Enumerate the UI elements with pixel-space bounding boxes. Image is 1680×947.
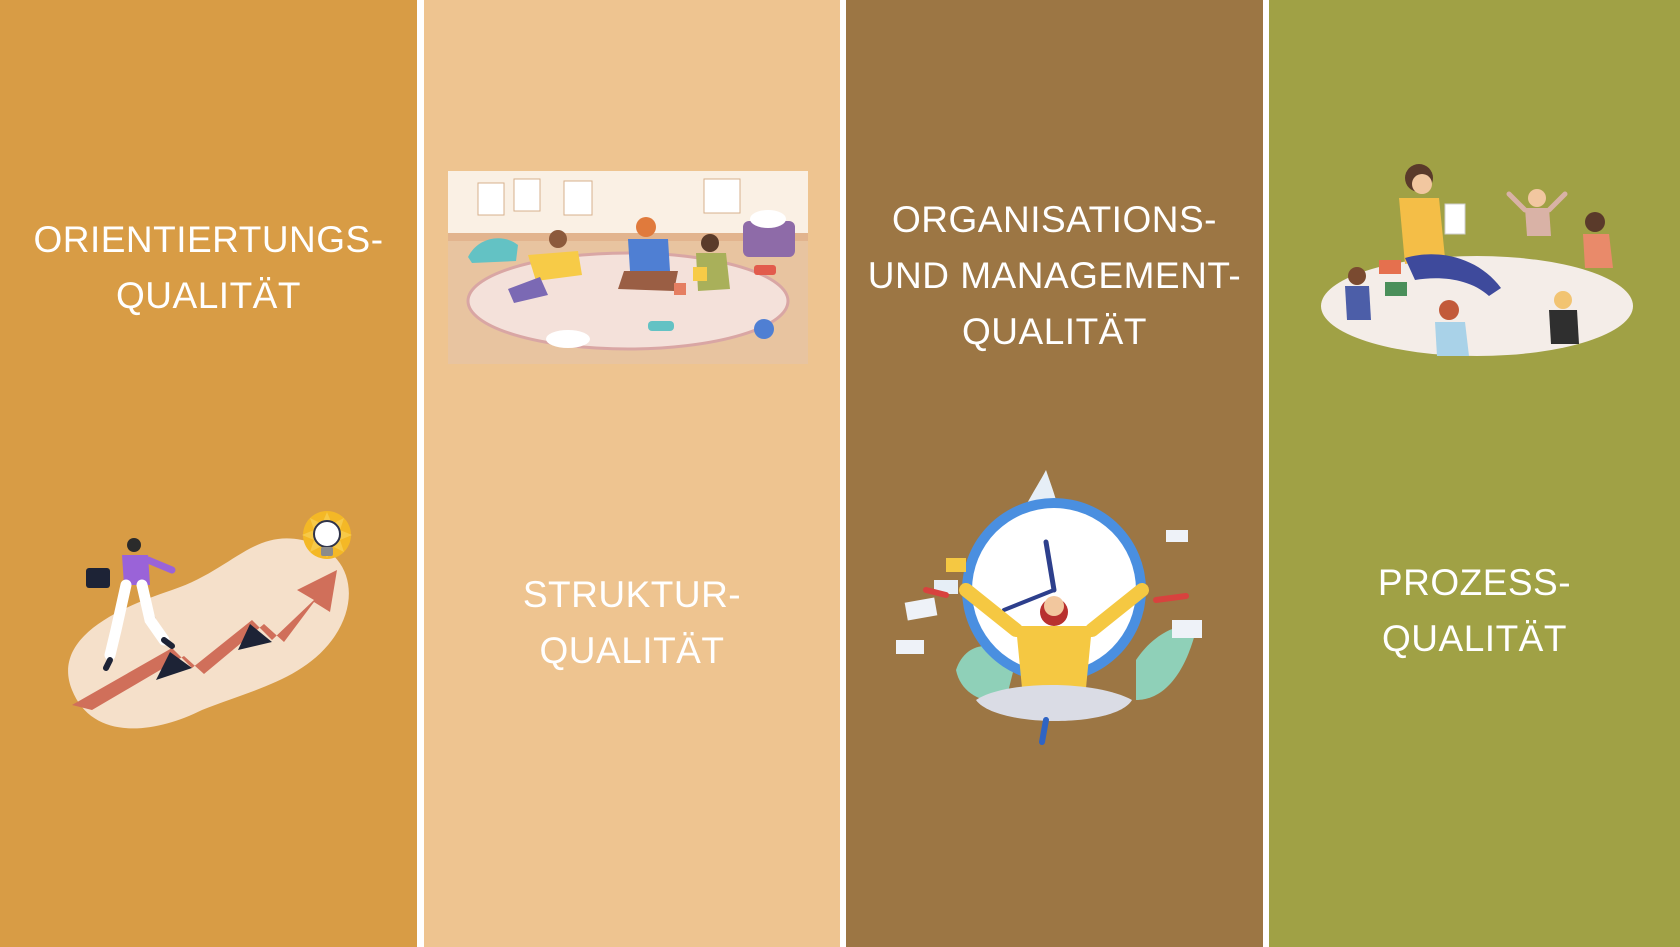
heading-line: QUALITÄT — [116, 275, 301, 316]
heading-line: PROZESS- — [1377, 562, 1572, 603]
multitasking-clock-illustration — [896, 470, 1226, 755]
playroom-illustration — [448, 171, 808, 364]
climbing-arrow-illustration — [52, 490, 362, 750]
heading-line: QUALITÄT — [962, 311, 1147, 352]
heading-line: QUALITÄT — [539, 630, 725, 671]
panel-strukturqualitaet: STRUKTUR- QUALITÄT — [424, 0, 840, 947]
panel-prozessqualitaet: PROZESS- QUALITÄT — [1269, 0, 1680, 947]
panel-orientierungsqualitaet: ORIENTIERTUNGS- QUALITÄT — [0, 0, 417, 947]
heading-strukturqualitaet: STRUKTUR- QUALITÄT — [424, 567, 840, 679]
divider — [417, 0, 424, 947]
heading-line: QUALITÄT — [1382, 618, 1567, 659]
heading-line: ORGANISATIONS- — [892, 199, 1217, 240]
heading-line: STRUKTUR- — [522, 574, 742, 615]
panel-organisations-und-managementqualitaet: ORGANISATIONS- UND MANAGEMENT- QUALITÄT — [846, 0, 1263, 947]
reading-circle-illustration — [1319, 158, 1639, 383]
divider — [1263, 0, 1269, 947]
heading-prozessqualitaet: PROZESS- QUALITÄT — [1269, 555, 1680, 667]
heading-organisations-und-managementqualitaet: ORGANISATIONS- UND MANAGEMENT- QUALITÄT — [846, 192, 1263, 360]
heading-line: UND MANAGEMENT- — [867, 255, 1242, 296]
heading-line: ORIENTIERTUNGS- — [33, 219, 384, 260]
heading-orientierungsqualitaet: ORIENTIERTUNGS- QUALITÄT — [0, 212, 417, 324]
divider — [840, 0, 846, 947]
